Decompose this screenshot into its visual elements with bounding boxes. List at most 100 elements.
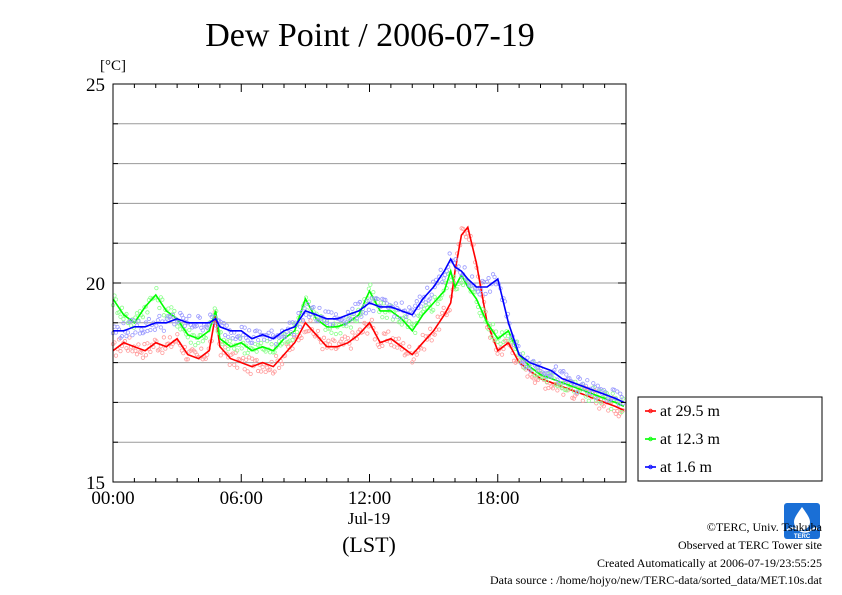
data-point [333,312,339,317]
data-point [223,345,228,350]
data-point [242,367,247,372]
data-point [244,357,249,362]
data-point [146,316,152,322]
data-point [487,289,493,294]
data-point [447,251,452,256]
data-point [359,314,364,319]
data-point [133,330,138,335]
data-point [498,341,503,346]
data-point [501,339,506,345]
data-point [329,310,334,315]
data-point [429,292,434,297]
data-point [464,235,469,240]
data-point [245,338,250,343]
data-point [562,380,567,386]
legend-box [637,396,823,482]
data-point [160,297,165,302]
data-point [279,362,285,367]
data-point [594,396,599,401]
data-point [172,308,177,314]
data-point [338,331,343,336]
data-point [276,365,282,370]
data-point [184,316,189,322]
data-point [422,347,427,352]
data-point [148,327,153,333]
data-point [314,318,319,323]
data-point [257,329,262,334]
data-point [308,318,313,323]
data-point [118,314,123,319]
data-point [348,346,354,351]
data-point [345,336,351,341]
data-point [155,318,160,323]
data-point [486,327,491,332]
data-point [303,312,309,317]
data-point [615,408,620,414]
data-point [317,336,322,342]
data-point [577,376,582,381]
data-point [443,272,448,277]
data-point [305,301,310,307]
data-point [447,308,452,313]
data-point [269,359,274,365]
data-point [386,329,391,334]
data-point [453,257,458,262]
data-point [227,362,232,367]
data-point [395,345,400,350]
y-tick-label: 20 [86,274,105,295]
data-point [580,398,585,403]
data-point [187,313,192,319]
data-point [603,389,608,395]
data-point [499,352,505,357]
data-point [380,343,385,348]
data-point [414,352,419,357]
x-tick-labels: 00:00 06:00 12:00 18:00 [91,488,519,509]
data-point [317,305,322,311]
data-point [330,322,336,327]
data-point [333,331,339,337]
data-point [320,346,325,352]
data-point [299,335,304,340]
data-point [134,311,140,316]
data-point [161,335,166,340]
data-point [398,316,403,321]
data-point [428,326,433,331]
data-point [121,316,126,322]
data-point [369,317,374,322]
data-point [290,337,295,342]
data-point [404,314,409,320]
x-tick-label: 18:00 [476,488,519,509]
data-point [380,315,385,320]
data-point [429,338,434,343]
data-point [294,329,300,335]
data-point [615,389,620,394]
data-point [321,318,327,323]
data-point [130,333,135,338]
data-point [125,330,131,335]
data-point [366,307,371,312]
data-point [232,346,237,351]
data-point [205,325,210,330]
data-point [371,308,376,314]
data-point [227,339,232,344]
data-point [553,364,558,369]
data-point [365,298,370,303]
data-point [285,344,291,349]
data-point [152,327,157,332]
data-point [235,348,240,353]
data-point [326,338,331,343]
data-point [124,311,129,317]
data-point [489,334,494,339]
data-point [262,337,267,342]
data-point [348,325,354,330]
data-point [371,290,376,295]
data-point [426,334,431,339]
data-point [505,333,511,339]
data-point [167,335,172,340]
data-point [299,310,304,315]
data-point [184,357,189,362]
data-point [226,346,231,352]
data-point [383,297,388,303]
series-line [112,268,625,408]
series-line [113,257,625,404]
